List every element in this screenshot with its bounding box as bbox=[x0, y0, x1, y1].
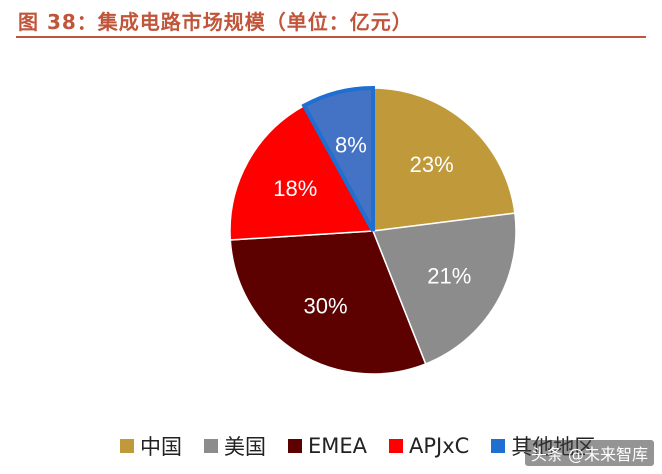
pie-slice-apjxc bbox=[229, 104, 375, 241]
legend-item-china: 中国 bbox=[120, 431, 182, 461]
legend-label-apjxc: APJxC bbox=[409, 434, 470, 458]
data-label-others: 8% bbox=[335, 133, 367, 158]
legend-swatch-china bbox=[120, 439, 134, 453]
legend-swatch-apjxc bbox=[389, 439, 404, 453]
data-label-usa: 21% bbox=[427, 264, 471, 289]
legend-swatch-others bbox=[491, 439, 506, 453]
data-label-apjxc: 18% bbox=[273, 176, 317, 201]
data-label-emea: 30% bbox=[303, 293, 347, 318]
chart-title: 图 38：集成电路市场规模（单位：亿元） bbox=[18, 10, 413, 34]
pie-slice-others bbox=[301, 85, 375, 232]
pie-slice-china bbox=[372, 87, 516, 232]
legend-label-emea: EMEA bbox=[308, 434, 368, 458]
pie-slice-usa bbox=[371, 212, 517, 365]
legend-swatch-usa bbox=[204, 439, 218, 453]
watermark: 头条 @未来智库 bbox=[524, 440, 654, 466]
legend-item-emea: EMEA bbox=[288, 434, 367, 458]
data-label-china: 23% bbox=[410, 152, 454, 177]
legend-swatch-emea bbox=[288, 439, 302, 453]
legend-item-usa: 美国 bbox=[204, 431, 266, 461]
pie-slice-emea bbox=[229, 230, 427, 375]
legend-label-usa: 美国 bbox=[224, 435, 266, 459]
title-bar: 图 38：集成电路市场规模（单位：亿元） bbox=[16, 6, 646, 38]
legend-label-china: 中国 bbox=[140, 435, 182, 459]
legend-item-apjxc: APJxC bbox=[389, 434, 469, 458]
